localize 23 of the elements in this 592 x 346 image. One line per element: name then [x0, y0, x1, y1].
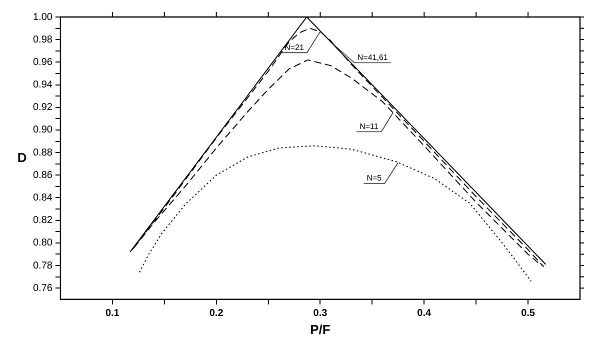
series-label: N=5: [366, 174, 382, 183]
x-tick-label: 0.2: [209, 308, 224, 320]
y-axis-title: D: [17, 150, 27, 165]
y-tick-label: 0.86: [32, 170, 53, 181]
y-tick-label: 0.96: [32, 56, 53, 68]
x-tick-label: 0.3: [313, 308, 328, 320]
y-tick-label: 0.80: [32, 238, 53, 249]
y-tick-label: 0.78: [32, 260, 53, 272]
text: N=11: [360, 122, 379, 131]
y-tick-label: 0.76: [32, 282, 53, 294]
y-tick-label: 0.84: [32, 192, 53, 204]
x-tick-label: 0.4: [417, 308, 432, 320]
y-tick-label: 1.00: [32, 12, 53, 23]
y-tick-label: 0.90: [32, 124, 53, 136]
x-axis-title: P/F: [310, 322, 330, 337]
x-tick-label: 0.5: [521, 308, 536, 320]
y-tick-label: 0.94: [32, 80, 53, 91]
series-label: N=41,61: [357, 52, 388, 62]
y-tick-label: 0.82: [32, 215, 53, 226]
y-tick-label: 0.98: [32, 34, 53, 46]
x-tick-label: 0.1: [105, 308, 120, 320]
y-tick-label: 0.92: [32, 102, 53, 114]
y-tick-label: 0.88: [32, 147, 53, 158]
